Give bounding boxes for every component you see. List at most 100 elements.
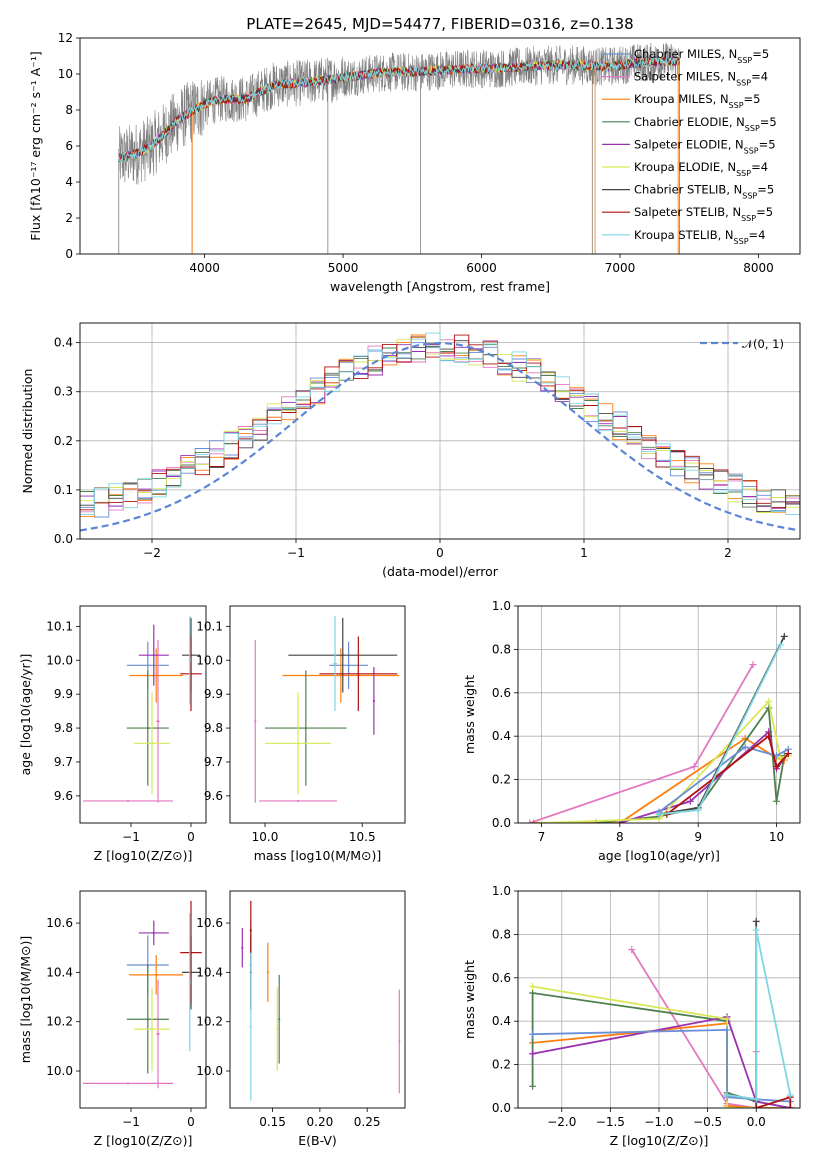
data-point — [372, 699, 375, 703]
plus-marker — [765, 732, 773, 740]
data-point — [152, 931, 155, 935]
axes-frame — [517, 605, 801, 824]
mass-vs-Z-x-label: Z [log10(Z/Z⊙)] — [94, 1133, 193, 1148]
data-point — [357, 672, 360, 675]
y-tick-label: 9.9 — [204, 687, 223, 701]
legend-label: Chabrier STELIB, NSSP=5 — [634, 183, 774, 201]
y-tick-label: 9.8 — [54, 721, 73, 735]
panel-residuals: −2 −1 0 1 2 0.0 0.1 0.2 0.3 0.4 𝒩(0, 1) (data-model… — [20, 322, 801, 579]
weight-vs-Z-y-label: mass weight — [462, 960, 477, 1039]
y-tick-label: 0.3 — [54, 385, 73, 399]
weight-vs-age-x-label: age [log10(age/yr)] — [598, 848, 720, 863]
plus-marker — [529, 989, 537, 997]
plus-marker — [530, 819, 538, 823]
spectrum-data-line — [118, 42, 680, 185]
y-tick-label: 10.0 — [46, 1064, 73, 1078]
data-point — [254, 720, 257, 723]
y-tick-label: 10.6 — [196, 916, 223, 930]
plus-marker — [765, 697, 773, 705]
y-tick-label: 0.1 — [54, 483, 73, 497]
plus-marker — [686, 797, 694, 805]
y-tick-label: 10.4 — [46, 965, 73, 979]
data-point — [189, 672, 193, 675]
weight-line — [541, 699, 789, 823]
plot-area-weight-vs-age — [526, 632, 792, 823]
data-point — [333, 662, 337, 665]
plus-marker — [752, 1104, 760, 1108]
y-tick-label: 4 — [65, 175, 73, 189]
axes-frame — [229, 605, 406, 824]
data-point — [152, 654, 155, 657]
y-tick-label: 10.1 — [46, 619, 73, 633]
y-tick-label: 9.6 — [54, 789, 73, 803]
x-tick-label: 0.20 — [307, 1115, 334, 1129]
data-point — [249, 929, 252, 932]
age-vs-mass-x-label: mass [log10(M/M⊙)] — [254, 848, 382, 863]
panel-age-vs-Z: −1 0 9.6 9.7 9.8 9.9 10.0 10.1 Z [log10(Z/Z⊙)] ag… — [18, 605, 207, 863]
data-point — [266, 971, 269, 974]
residual-histogram — [80, 334, 800, 513]
plot-area-age-vs-mass — [254, 616, 400, 803]
y-tick-label: 10.0 — [196, 653, 223, 667]
legend-label: Chabrier MILES, NSSP=5 — [634, 47, 769, 65]
data-point — [296, 742, 300, 745]
spectrum-legend: Chabrier MILES, NSSP=5 Salpeter MILES, NS… — [602, 47, 777, 245]
y-tick-label: 0.2 — [492, 1058, 511, 1072]
axes-frame — [79, 890, 207, 1109]
weight-line — [532, 1022, 791, 1108]
y-tick-label: 0 — [65, 247, 73, 261]
age-vs-Z-x-label: Z [log10(Z/Z⊙)] — [94, 848, 193, 863]
y-tick-label: 10.2 — [46, 1015, 73, 1029]
y-tick-label: 0.8 — [492, 642, 511, 656]
weight-line — [658, 635, 786, 816]
y-tick-label: 10.6 — [46, 916, 73, 930]
legend-label: Chabrier ELODIE, NSSP=5 — [634, 115, 777, 133]
y-tick-label: 6 — [65, 139, 73, 153]
weight-line — [726, 921, 758, 1108]
plus-marker — [741, 743, 749, 751]
axes-frame — [517, 890, 801, 1109]
weight-line — [658, 746, 789, 813]
data-point — [189, 951, 193, 954]
residual-histogram — [80, 337, 800, 513]
data-point — [146, 726, 149, 730]
plus-marker — [538, 819, 545, 823]
x-tick-label: −0.5 — [693, 1115, 722, 1129]
panel-mass-vs-ebv: 0.15 0.20 0.25 10.0 10.2 10.4 10.6 E(B-V) — [196, 890, 406, 1148]
y-tick-label: 0.2 — [492, 773, 511, 787]
weight-line — [529, 664, 754, 823]
y-tick-label: 10.2 — [196, 1015, 223, 1029]
x-tick-label: 10.0 — [252, 830, 279, 844]
panel-weight-vs-age: 7 8 9 10 0.0 0.2 0.4 0.6 0.8 1.0 age [log10(age/yr… — [462, 599, 801, 863]
y-tick-label: 0.0 — [492, 1101, 511, 1115]
y-tick-label: 0.6 — [492, 971, 511, 985]
data-point — [150, 742, 154, 745]
axes-frame — [79, 605, 207, 824]
age-vs-Z-y-label: age [log10(age/yr)] — [18, 654, 33, 776]
plus-marker — [526, 819, 534, 823]
x-tick-label: 9 — [694, 830, 702, 844]
weight-vs-age-y-label: mass weight — [462, 675, 477, 754]
residuals-x-label: (data-model)/error — [382, 564, 499, 579]
residual-histogram — [80, 342, 800, 518]
legend-label: Salpeter MILES, NSSP=4 — [634, 70, 768, 88]
mass-vs-ebv-x-label: E(B-V) — [298, 1133, 337, 1148]
y-tick-label: 10 — [58, 67, 73, 81]
plot-area-mass-vs-Z — [83, 900, 202, 1089]
x-tick-label: 0 — [436, 546, 444, 560]
panel-spectrum: 4000 5000 6000 7000 8000 0 2 4 6 8 10 12 Chabrier MI… — [28, 31, 801, 294]
x-tick-label: −1 — [122, 830, 140, 844]
legend-label: Kroupa STELIB, NSSP=4 — [634, 228, 765, 246]
plus-marker — [723, 1104, 731, 1108]
data-point — [339, 674, 342, 677]
plus-marker — [784, 750, 792, 758]
y-tick-label: 9.7 — [204, 755, 223, 769]
y-tick-label: 0.0 — [492, 816, 511, 830]
residual-histogram — [80, 340, 800, 509]
panel-mass-vs-Z: −1 0 10.0 10.2 10.4 10.6 Z [log10(Z/Z⊙)] mass [… — [18, 890, 207, 1148]
x-tick-label: 6000 — [466, 261, 497, 275]
data-point — [276, 1027, 279, 1031]
x-tick-label: 0.0 — [747, 1115, 766, 1129]
y-tick-label: 10.4 — [196, 965, 223, 979]
